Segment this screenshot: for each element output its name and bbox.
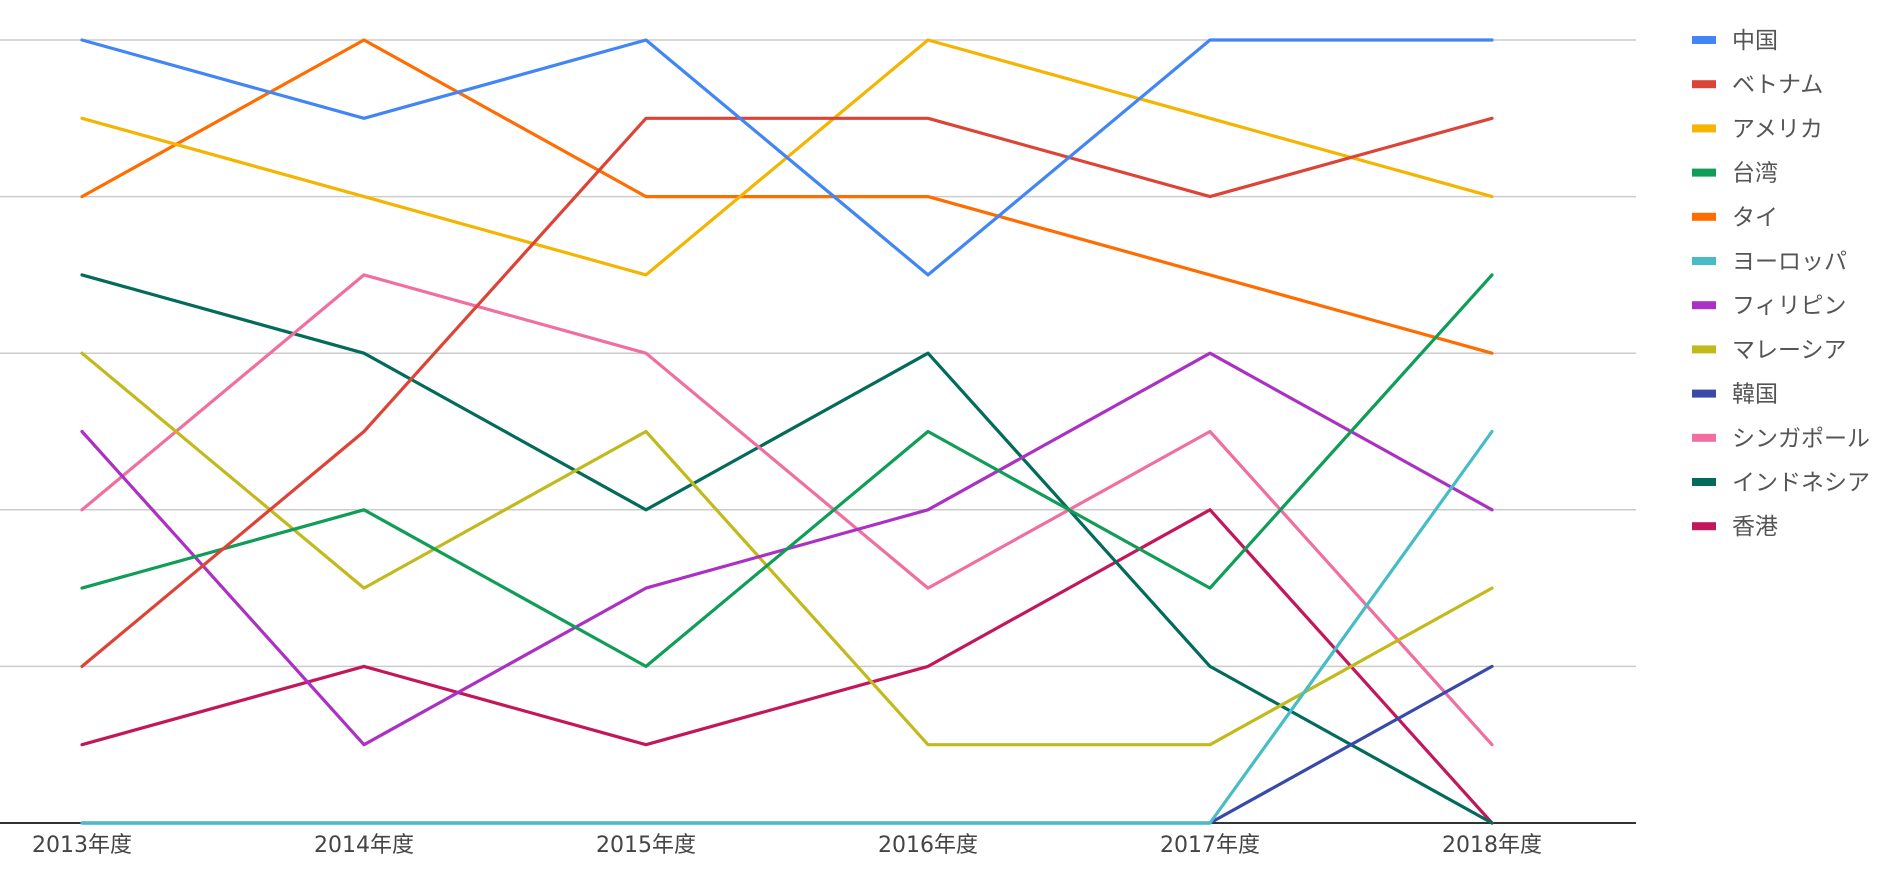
legend-label: 中国 <box>1732 28 1778 54</box>
legend-swatch <box>1692 345 1716 354</box>
legend-swatch <box>1692 433 1716 442</box>
x-tick-label: 2013年度 <box>32 833 132 858</box>
legend-swatch <box>1692 257 1716 265</box>
series-line <box>80 351 1494 747</box>
legend-label: 香港 <box>1732 514 1778 540</box>
series-lines <box>80 38 1494 825</box>
legend-swatch <box>1692 389 1716 398</box>
legend-swatch <box>1692 168 1716 177</box>
x-tick-label: 2014年度 <box>314 833 414 858</box>
grid-lines <box>0 39 1636 668</box>
x-tick-label: 2017年度 <box>1160 833 1260 858</box>
series-line <box>80 273 1494 825</box>
series-line <box>80 429 1494 825</box>
legend-swatch <box>1692 522 1716 531</box>
legend-swatch <box>1692 124 1716 133</box>
legend-label: 台湾 <box>1732 161 1778 187</box>
x-axis: 2013年度 2014年度 2015年度 2016年度 2017年度 2018年度 <box>0 822 1636 858</box>
series-line <box>80 273 1494 669</box>
series-line <box>80 38 1494 355</box>
x-tick-label: 2015年度 <box>596 833 696 858</box>
x-tick-label: 2016年度 <box>878 833 978 858</box>
legend-swatch <box>1692 212 1716 221</box>
legend-label: ベトナム <box>1732 72 1823 98</box>
series-line <box>80 116 1494 669</box>
legend-label: ヨーロッパ <box>1732 249 1847 275</box>
legend-swatch <box>1692 36 1716 44</box>
x-tick-label: 2018年度 <box>1442 833 1542 858</box>
legend-swatch <box>1692 80 1716 89</box>
legend-swatch <box>1692 301 1716 310</box>
series-line <box>80 508 1494 825</box>
legend-label: マレーシア <box>1732 337 1847 363</box>
legend-label: タイ <box>1732 205 1778 231</box>
series-line <box>80 273 1494 747</box>
legend: 中国ベトナムアメリカ台湾タイヨーロッパフィリピンマレーシア韓国シンガポールインド… <box>1692 28 1870 540</box>
series-line <box>80 664 1494 825</box>
series-line <box>80 38 1494 277</box>
legend-label: インドネシア <box>1732 470 1870 496</box>
legend-label: アメリカ <box>1732 116 1823 142</box>
legend-label: 韓国 <box>1732 382 1778 408</box>
legend-swatch <box>1692 478 1716 486</box>
legend-label: シンガポール <box>1732 426 1870 452</box>
legend-label: フィリピン <box>1732 293 1847 319</box>
